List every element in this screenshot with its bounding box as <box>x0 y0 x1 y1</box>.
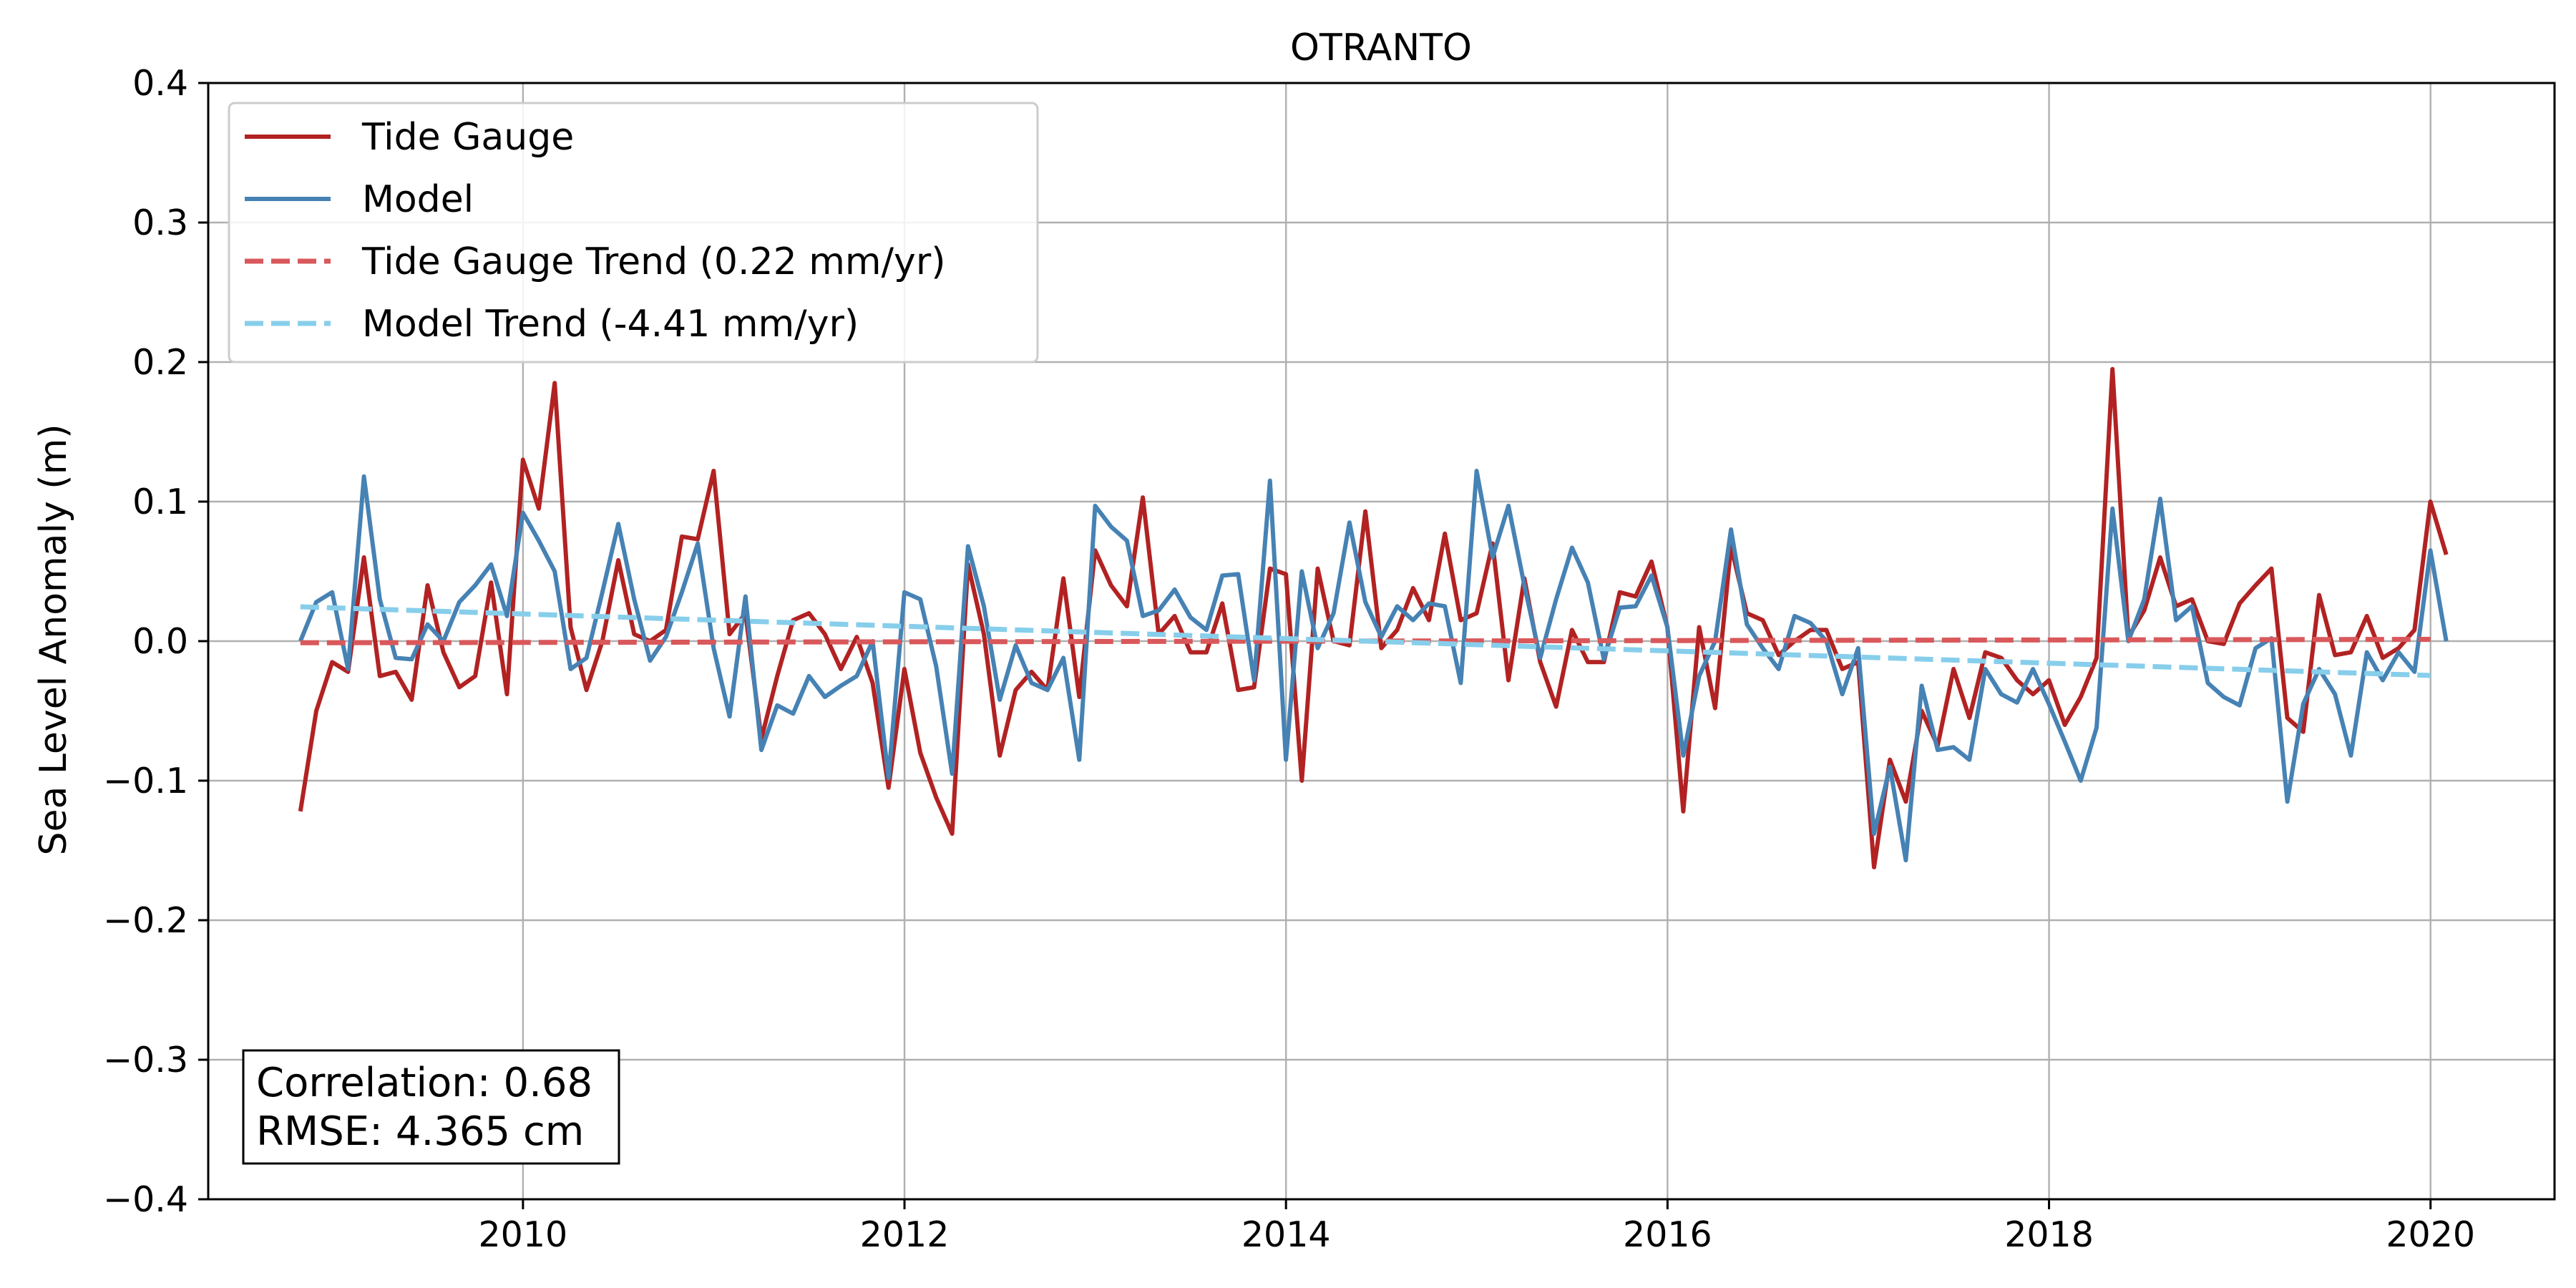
x-tick-label: 2020 <box>2386 1214 2475 1255</box>
y-tick-label: −0.4 <box>103 1179 188 1220</box>
x-tick-label: 2014 <box>1241 1214 1331 1255</box>
y-axis-label: Sea Level Anomaly (m) <box>32 424 75 855</box>
y-tick-label: −0.1 <box>103 761 188 801</box>
y-tick-label: 0.0 <box>132 621 188 662</box>
x-tick-label: 2018 <box>2004 1214 2094 1255</box>
y-tick-label: 0.4 <box>132 63 188 104</box>
legend-label: Tide Gauge Trend (0.22 mm/yr) <box>361 240 946 283</box>
stats-box <box>242 1049 620 1165</box>
y-tick-label: 0.1 <box>132 482 188 522</box>
y-tick-label: −0.3 <box>103 1040 188 1080</box>
plot-area: 2010 2012 2014 2016 2018 2020 −0.4 −0.3 −0.2 −0.1… <box>103 63 2556 1255</box>
y-tick-label: −0.2 <box>103 900 188 941</box>
x-tick-label: 2016 <box>1623 1214 1712 1255</box>
y-tick-label: 0.2 <box>132 342 188 383</box>
rmse-text: RMSE: 4.365 cm <box>256 1108 584 1155</box>
chart-title: OTRANTO <box>1290 26 1472 69</box>
x-tick-label: 2010 <box>479 1214 568 1255</box>
legend-label: Model Trend (-4.41 mm/yr) <box>362 303 859 346</box>
series-line-tide-gauge <box>298 366 2449 869</box>
series-line-model-trend <box>300 604 2431 678</box>
correlation-text: Correlation: 0.68 <box>256 1060 592 1106</box>
legend-label: Model <box>362 178 474 221</box>
legend-label: Tide Gauge <box>361 116 574 159</box>
series-line-model <box>298 469 2449 863</box>
y-tick-label: 0.3 <box>132 203 188 243</box>
legend: Tide Gauge Model Tide Gauge Trend (0.22 mm… <box>228 102 1039 364</box>
x-tick-label: 2012 <box>860 1214 950 1255</box>
legend-box <box>228 102 1039 364</box>
